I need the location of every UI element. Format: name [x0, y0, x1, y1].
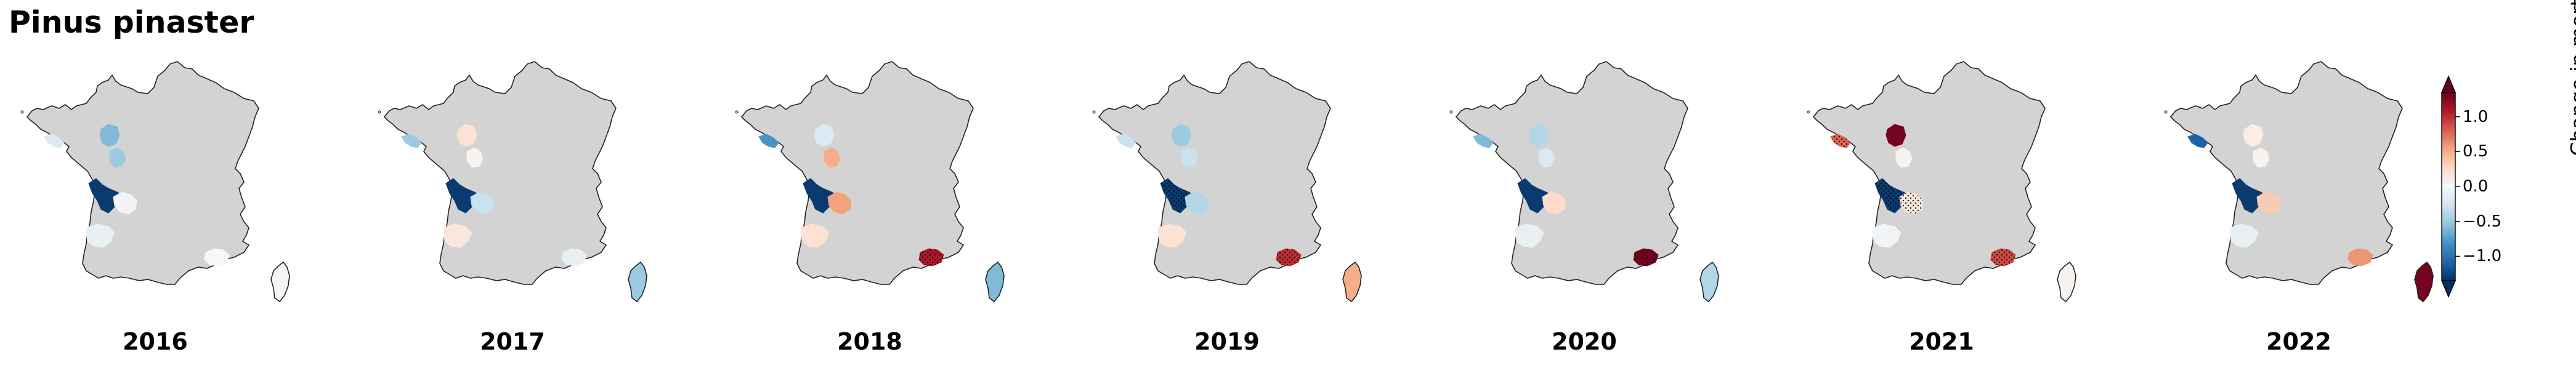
region-provence-significance-hatch	[1634, 249, 1658, 266]
region-pays-de-la-loire	[456, 124, 477, 147]
region-corsica	[628, 261, 647, 303]
region-landes	[1515, 223, 1544, 248]
france-map	[1449, 61, 1719, 303]
colorbar-tick-label: 1.0	[2463, 107, 2489, 126]
region-provence	[561, 248, 587, 267]
region-provence	[204, 248, 230, 267]
island-ouessant	[2164, 110, 2168, 114]
region-brittany-south	[44, 134, 65, 148]
year-label: 2022	[2266, 328, 2331, 355]
colorbar: −1.0 −0.5 0.0 0.5 1.0	[2439, 0, 2576, 365]
island-ouessant	[1092, 110, 1096, 114]
france-mainland	[1455, 61, 1688, 285]
region-landes	[2229, 223, 2259, 248]
region-landes	[1157, 223, 1187, 248]
region-aquitaine-east	[113, 191, 137, 215]
region-brittany-south	[401, 134, 422, 148]
colorbar-gradient	[2441, 92, 2456, 281]
region-pays-de-la-loire	[1885, 124, 1906, 147]
region-brittany-south-significance-hatch	[1831, 134, 1850, 148]
france-map	[378, 61, 647, 303]
region-landes	[800, 223, 830, 248]
region-pays-de-la-loire	[1171, 124, 1192, 147]
year-label: 2018	[837, 328, 902, 355]
year-label: 2017	[480, 328, 545, 355]
region-brittany-south	[1116, 134, 1136, 148]
map-panel-2022: 2022	[2144, 0, 2434, 365]
region-corsica	[270, 261, 290, 303]
map-panel-2020: 2020	[1429, 0, 1719, 365]
france-mainland	[2169, 61, 2403, 285]
colorbar-tick-label: 0.0	[2463, 177, 2489, 196]
map-panel-2018: 2018	[715, 0, 1005, 365]
region-landes	[443, 223, 472, 248]
island-ouessant	[378, 110, 381, 114]
region-pays-de-la-loire	[1528, 124, 1549, 147]
region-centre	[466, 147, 484, 168]
region-aquitaine-east-significance-hatch	[1900, 192, 1923, 214]
region-pays-de-la-loire	[99, 124, 120, 147]
region-centre	[1895, 147, 1913, 168]
france-mainland	[740, 61, 974, 285]
year-label: 2016	[123, 328, 188, 355]
region-brittany-south	[758, 134, 779, 148]
region-corsica	[2414, 261, 2434, 303]
colorbar-title-line1: Change in mortality	[2566, 0, 2576, 156]
colorbar-tick-label: −1.0	[2463, 247, 2502, 266]
region-aquitaine-east	[470, 191, 495, 215]
region-aquitaine-east	[2256, 191, 2281, 215]
region-landes	[1872, 223, 1902, 248]
region-corsica	[985, 261, 1005, 303]
island-ouessant	[735, 110, 739, 114]
france-map	[735, 61, 1005, 303]
region-centre	[824, 147, 841, 168]
region-corsica	[2057, 261, 2076, 303]
region-provence-significance-hatch	[1991, 249, 2015, 266]
france-mainland	[383, 61, 617, 285]
map-panels-row: 2016 2017 2018 2019 2020 2021 2022	[0, 0, 2434, 365]
year-label: 2021	[1909, 328, 1974, 355]
region-provence-significance-hatch	[1276, 249, 1301, 266]
region-aquitaine-east	[1542, 191, 1566, 215]
region-pays-de-la-loire	[2243, 124, 2264, 147]
map-panel-2016: 2016	[0, 0, 290, 365]
region-centre	[2253, 147, 2270, 168]
region-landes	[86, 223, 115, 248]
colorbar-tick-label: 0.5	[2463, 142, 2489, 161]
region-corsica	[1342, 261, 1362, 303]
colorbar-extend-min	[2440, 280, 2457, 298]
region-pays-de-la-loire	[814, 124, 835, 147]
france-mainland	[1812, 61, 2046, 285]
region-aquitaine-east	[827, 191, 852, 215]
colorbar-extend-max	[2440, 75, 2457, 93]
island-ouessant	[1807, 110, 1810, 114]
france-map	[20, 61, 290, 303]
figure-title: Pinus pinaster	[9, 5, 254, 40]
region-centre	[109, 147, 126, 168]
colorbar-tick-label: −0.5	[2463, 212, 2502, 231]
island-ouessant	[1449, 110, 1453, 114]
france-map	[2164, 61, 2434, 303]
france-mainland	[26, 61, 259, 285]
france-mainland	[1098, 61, 1331, 285]
colorbar-title: Change in mortality since 2015 (% yr−1)	[2566, 0, 2576, 191]
map-panel-2019: 2019	[1072, 0, 1362, 365]
region-corsica	[1699, 261, 1719, 303]
region-brittany-south	[1473, 134, 1494, 148]
region-brittany-south	[2187, 134, 2208, 148]
region-centre	[1181, 147, 1198, 168]
france-map	[1807, 61, 2076, 303]
region-centre	[1538, 147, 1555, 168]
map-panel-2021: 2021	[1786, 0, 2076, 365]
year-label: 2019	[1194, 328, 1260, 355]
region-provence-significance-hatch	[919, 249, 944, 266]
colorbar-graphic	[2440, 75, 2460, 298]
france-map	[1092, 61, 1362, 303]
map-panel-2017: 2017	[357, 0, 647, 365]
region-aquitaine-east	[1185, 191, 1209, 215]
year-label: 2020	[1552, 328, 1617, 355]
region-provence	[2347, 248, 2373, 267]
island-ouessant	[20, 110, 24, 114]
